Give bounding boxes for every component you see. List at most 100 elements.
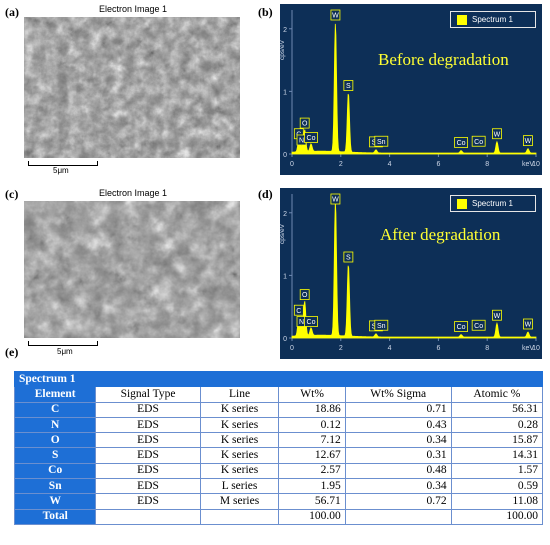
cell-empty xyxy=(95,508,201,525)
peak-label-text: Co xyxy=(474,139,483,146)
cell-atomic: 14.31 xyxy=(450,447,544,464)
cell-sigma: 0.43 xyxy=(344,416,452,434)
sem-image-title-c: Electron Image 1 xyxy=(98,188,168,198)
peak-label-box xyxy=(304,316,318,327)
cell-signal: EDS xyxy=(95,447,201,464)
legend-label-b: Spectrum 1 xyxy=(472,15,513,24)
scale-label-a: 5μm xyxy=(53,166,69,175)
peak-label-box xyxy=(492,309,502,321)
y-tick-label: 1 xyxy=(283,89,287,96)
peak-label: W xyxy=(492,309,502,321)
header-wt-sigma: Wt% Sigma xyxy=(344,386,452,403)
peak-label: S xyxy=(343,251,354,263)
sem-image-title-a: Electron Image 1 xyxy=(98,4,168,14)
header-element: Element xyxy=(13,386,97,403)
peak-label-box xyxy=(523,318,533,330)
cell-element: S xyxy=(13,447,97,464)
x-tick-label: 4 xyxy=(388,161,392,168)
table-row: Co EDS K series 2.57 0.48 1.57 xyxy=(13,462,544,480)
cell-sigma: 0.31 xyxy=(344,447,452,464)
scale-bar-c xyxy=(28,341,98,346)
spectrum-trace xyxy=(291,201,537,339)
legend-b: Spectrum 1 xyxy=(450,11,536,28)
peak-label-text: W xyxy=(525,322,532,329)
y-axis-label: cps/eV xyxy=(280,223,286,244)
panel-label-e: (e) xyxy=(5,345,19,359)
peak-label: W xyxy=(523,135,533,147)
y-tick-label: 0 xyxy=(283,336,287,343)
scale-label-c: 5μm xyxy=(57,347,73,356)
peak-label: O xyxy=(299,289,310,300)
peak-label-box xyxy=(523,135,533,147)
cell-line: K series xyxy=(199,416,280,434)
peak-label: O xyxy=(299,117,310,129)
y-tick-label: 2 xyxy=(283,211,287,218)
peak-label-box xyxy=(454,321,468,332)
header-signal-type: Signal Type xyxy=(95,386,201,403)
peak-label-box xyxy=(471,319,486,331)
peak-label-box xyxy=(454,137,468,148)
peak-label-text: O xyxy=(302,121,308,128)
cell-element: N xyxy=(13,416,97,434)
cell-sigma: 0.71 xyxy=(344,401,452,418)
cell-total-wt: 100.00 xyxy=(278,508,346,525)
panel-label-b: (b) xyxy=(258,5,273,19)
panel-label-c: (c) xyxy=(5,187,19,201)
sem-image-a xyxy=(24,17,240,158)
cell-sigma: 0.48 xyxy=(344,462,452,480)
peak-label: Co xyxy=(304,316,318,327)
table-title-row: Spectrum 1 xyxy=(14,370,543,388)
panel-label-d: (d) xyxy=(258,187,273,201)
cell-signal: EDS xyxy=(95,493,201,510)
cell-element: Co xyxy=(13,462,97,480)
y-tick-label: 1 xyxy=(283,273,287,280)
cell-line: M series xyxy=(199,493,280,510)
table-row: Sn EDS L series 1.95 0.34 0.59 xyxy=(13,478,544,495)
table-total-row: Total 100.00 100.00 xyxy=(13,508,544,525)
peak-label: Sn xyxy=(374,135,389,147)
x-tick-label: 8 xyxy=(485,345,489,352)
peak-label: W xyxy=(492,128,502,140)
table-row: S EDS K series 12.67 0.31 14.31 xyxy=(13,447,544,464)
cell-atomic: 56.31 xyxy=(450,401,544,418)
header-atomic: Atomic % xyxy=(450,386,544,403)
peak-label: Sn xyxy=(374,319,389,331)
peak-label-text: O xyxy=(302,292,308,299)
peak-label: S xyxy=(343,80,354,91)
legend-d: Spectrum 1 xyxy=(450,195,536,212)
x-tick-label: 2 xyxy=(339,161,343,168)
cell-wt: 2.57 xyxy=(278,462,346,480)
peak-label-text: Co xyxy=(474,323,483,330)
peak-label: Co xyxy=(454,137,468,148)
peak-label-text: W xyxy=(494,313,501,320)
cell-sigma: 0.34 xyxy=(344,478,452,495)
x-tick-label: 8 xyxy=(485,161,489,168)
peak-label-box xyxy=(330,9,341,21)
peak-label-text: N xyxy=(299,138,304,145)
table-row: O EDS K series 7.12 0.34 15.87 xyxy=(13,432,544,449)
table-header-row: Element Signal Type Line Wt% Wt% Sigma A… xyxy=(13,386,544,403)
table-row: C EDS K series 18.86 0.71 56.31 xyxy=(13,401,544,418)
peak-label: W xyxy=(523,318,533,330)
cell-signal: EDS xyxy=(95,401,201,418)
cell-signal: EDS xyxy=(95,416,201,434)
x-tick-label: 4 xyxy=(388,345,392,352)
cell-wt: 1.95 xyxy=(278,478,346,495)
peak-label-text: Sn xyxy=(377,139,386,146)
peak-label-text: W xyxy=(525,138,532,145)
cell-empty xyxy=(344,508,452,525)
cell-line: K series xyxy=(199,462,280,480)
peak-label-text: W xyxy=(494,131,501,138)
peak-label-text: Co xyxy=(307,135,316,142)
peak-label-box xyxy=(492,128,502,140)
composition-table: Spectrum 1 Element Signal Type Line Wt% … xyxy=(13,370,544,525)
cell-atomic: 11.08 xyxy=(450,493,544,510)
sem-texture-a xyxy=(24,17,240,158)
cell-sigma: 0.72 xyxy=(344,493,452,510)
peak-label-text: Sn xyxy=(377,323,386,330)
peak-label-box xyxy=(374,135,389,147)
cell-signal: EDS xyxy=(95,462,201,480)
peak-label-text: S xyxy=(346,83,351,90)
